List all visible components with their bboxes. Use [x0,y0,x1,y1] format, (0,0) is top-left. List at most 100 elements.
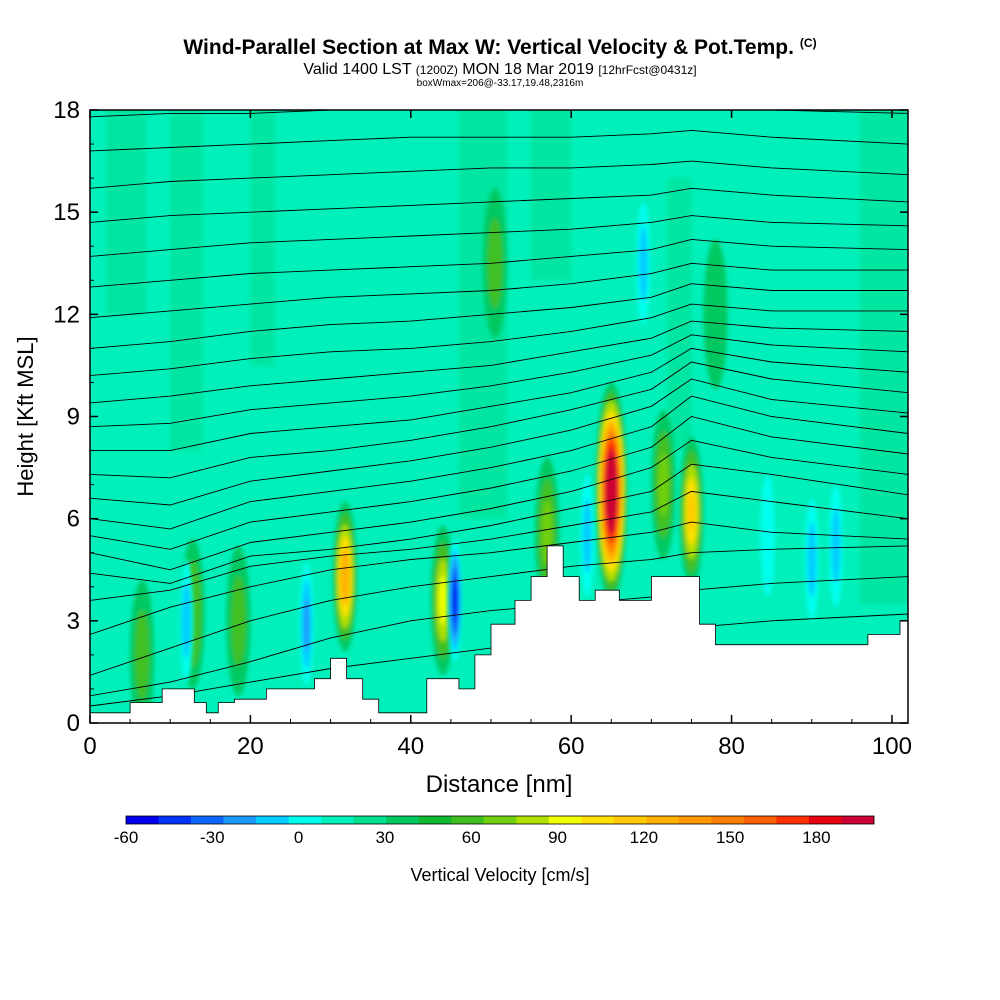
x-tick-label: 40 [397,733,424,760]
theta-contour [90,334,908,428]
weak-ascent-band [531,110,572,281]
x-tick-label: 100 [872,733,912,760]
y-axis-label: Height [Kft MSL] [13,336,38,496]
colorbar-swatch [581,816,615,824]
weak-ascent-band [859,110,908,604]
y-tick-label: 15 [53,199,80,226]
colorbar: -60 -30 0 30 60 90 120 150 180 Vertical Velocity … [114,815,875,885]
chart-title: Wind-Parallel Section at Max W: Vertical… [0,36,1000,60]
colorbar-swatch [808,816,842,824]
theta-contour [90,283,908,349]
colorbar-swatch [743,816,777,824]
theta-contour [90,160,908,189]
theta-contour [90,110,908,118]
theta-contour [90,576,908,697]
theta-contour [90,347,908,452]
colorbar-frame [125,815,875,825]
weak-ascent-band [106,110,147,315]
theta-contour [90,490,908,601]
colorbar-swatch [256,816,289,824]
x-axis-label: Distance [nm] [426,771,573,798]
y-tick-label: 9 [67,404,80,431]
colorbar-swatch [353,816,387,824]
weak-ascent-band [250,110,275,366]
colorbar-swatch [516,816,550,824]
theta-contour [90,320,908,404]
y-tick-label: 12 [53,301,80,328]
theta-contour [90,545,908,676]
theta-contour [90,262,908,319]
downdraft-core [807,521,817,598]
downdraft-core [303,596,310,652]
updraft-core [231,575,246,666]
colorbar-tick-label: 120 [630,828,658,847]
colorbar-swatch [418,816,452,824]
colorbar-swatch [126,816,159,824]
colorbar-swatch [451,816,485,824]
colorbar-swatch [386,816,419,824]
downdraft-core [760,474,775,597]
updraft-core [609,477,614,506]
theta-contour [90,361,908,479]
colorbar-tick-label: 0 [294,828,303,847]
colorbar-swatch [288,816,322,824]
downdraft-core [831,508,841,584]
colorbar-swatch [321,816,354,824]
colorbar-swatch [613,816,647,824]
colorbar-tick-label: 60 [462,828,481,847]
colorbar-tick-label: -60 [114,828,139,847]
colorbar-tick-label: 90 [548,828,567,847]
colorbar-tick-label: 150 [716,828,744,847]
subtitle-date: MON 18 Mar 2019 [462,61,594,78]
theta-contour [90,521,908,635]
updraft-core [134,609,150,700]
chart-title-mark: (C) [799,36,817,50]
colorbar-tick-label: 180 [802,828,830,847]
subtitle-forecast: [12hrFcst@0431z] [598,63,697,77]
updraft-core [342,559,348,594]
chart-title-text: Wind-Parallel Section at Max W: Vertical… [183,36,794,59]
colorbar-label: Vertical Velocity [cm/s] [410,865,589,885]
x-tick-label: 20 [237,733,264,760]
colorbar-swatch [678,816,712,824]
subtitle-utc: (1200Z) [415,63,458,77]
colorbar-swatch [841,816,875,824]
colorbar-tick-label: 30 [375,828,394,847]
theta-contour [90,129,908,152]
colorbar-tick-label: -30 [200,828,225,847]
y-tick-label: 3 [67,608,80,635]
downdraft-core [181,583,191,659]
updraft-core [658,452,669,517]
theta-contour [90,303,908,377]
downdraft-core [582,497,592,574]
weak-ascent-bands [106,110,908,604]
theta-contour [90,395,908,530]
theta-contour [90,187,908,223]
theta-contours [90,110,908,707]
x-tick-label: 0 [83,733,96,760]
terrain-mask [90,545,908,723]
y-tick-label: 6 [67,506,80,533]
downdraft-core [453,585,457,616]
colorbar-swatch [223,816,257,824]
chart-subtitle: Valid 1400 LST (1200Z) MON 18 Mar 2019 [… [0,61,1000,79]
colorbar-swatch [646,816,680,824]
colorbar-swatch [191,816,224,824]
colorbar-swatch [158,816,192,824]
y-tick-label: 18 [53,97,80,124]
theta-contour [90,238,908,288]
downdraft-core [638,225,648,301]
colorbar-swatch [483,816,517,824]
subtitle-valid: Valid 1400 LST [303,61,412,78]
theta-contour [90,215,908,257]
chart-note: boxWmax=206@-33.17,19.48,2316m [416,78,584,89]
colorbar-swatch [776,816,810,824]
theta-contour [90,463,908,584]
colorbar-swatch [548,816,582,824]
colorbar-swatch [711,816,745,824]
updraft-core [688,491,695,533]
x-tick-label: 60 [558,733,585,760]
theta-contour [90,416,908,550]
y-tick-label: 0 [67,710,80,737]
